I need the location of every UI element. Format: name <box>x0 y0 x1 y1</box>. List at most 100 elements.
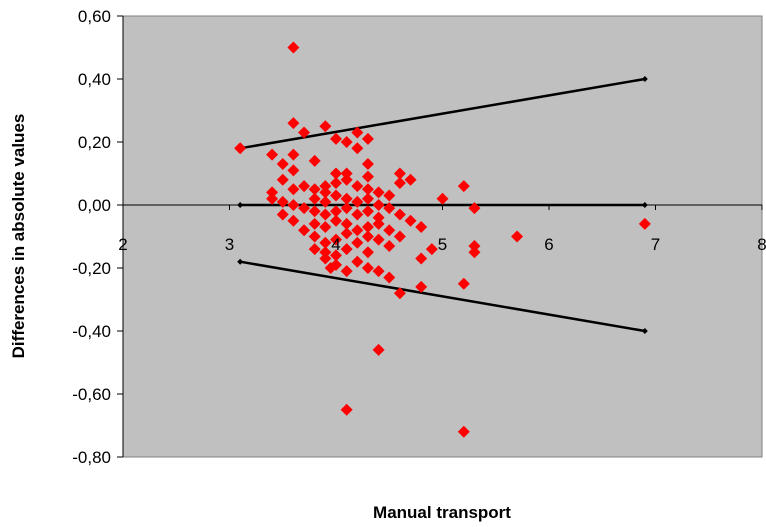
data-point <box>393 167 406 180</box>
data-point <box>361 192 374 205</box>
data-point <box>324 262 337 274</box>
data-point <box>383 224 396 237</box>
data-point <box>404 214 417 227</box>
data-point <box>361 183 374 196</box>
data-point <box>276 208 289 221</box>
data-point <box>351 255 364 268</box>
data-point <box>330 249 342 262</box>
data-point <box>415 221 428 234</box>
mean-marker <box>641 202 648 208</box>
data-point <box>308 183 321 196</box>
data-point <box>308 205 321 218</box>
data-point <box>383 189 396 202</box>
y-tick-label: 0,00 <box>78 196 111 215</box>
data-point <box>319 180 332 193</box>
data-point <box>383 202 396 215</box>
y-tick-label: -0,80 <box>72 448 111 467</box>
x-tick-label: 5 <box>438 235 447 254</box>
data-point <box>276 195 289 208</box>
data-point <box>393 287 406 300</box>
data-point <box>319 186 332 199</box>
data-point <box>468 202 481 215</box>
data-point <box>457 180 470 193</box>
data-point <box>340 243 353 256</box>
x-tick-label: 4 <box>331 235 340 254</box>
data-point <box>468 239 481 252</box>
data-point <box>308 217 321 230</box>
data-point <box>330 167 342 180</box>
lower-limit-marker <box>237 258 244 265</box>
data-point <box>372 211 385 224</box>
data-point <box>319 208 332 221</box>
y-tick-label: 0,20 <box>78 133 111 152</box>
data-point <box>468 246 481 259</box>
data-point <box>351 224 364 237</box>
data-point <box>340 173 353 186</box>
data-point <box>351 180 364 193</box>
data-point <box>361 132 374 145</box>
data-point <box>415 252 428 265</box>
data-point <box>511 230 524 243</box>
x-tick-label: 8 <box>757 235 766 254</box>
data-point <box>340 167 353 180</box>
data-point <box>383 239 396 252</box>
y-axis-title: Differences in absolute values <box>9 114 28 359</box>
data-point <box>415 280 428 293</box>
data-point <box>298 180 311 193</box>
x-tick-label: 2 <box>118 235 127 254</box>
data-point <box>266 186 279 199</box>
data-point <box>372 199 385 211</box>
data-point <box>638 217 651 230</box>
data-point <box>308 230 321 243</box>
data-point <box>361 230 374 243</box>
data-point <box>372 217 385 230</box>
x-tick-label: 6 <box>544 235 553 254</box>
x-axis-title: Manual transport <box>373 503 511 522</box>
y-tick-label: -0,20 <box>72 259 111 278</box>
data-point <box>266 148 279 161</box>
upper-limit-marker <box>641 76 648 82</box>
data-point <box>425 243 438 256</box>
data-point <box>298 126 311 139</box>
data-point <box>361 246 374 259</box>
data-point <box>351 208 364 221</box>
data-point <box>319 252 332 265</box>
data-point <box>234 142 247 155</box>
data-point <box>330 132 342 145</box>
data-point <box>361 221 374 234</box>
x-tick-label: 7 <box>651 235 660 254</box>
data-point <box>319 195 332 208</box>
data-point <box>340 403 353 416</box>
data-point <box>372 186 385 199</box>
data-point <box>372 343 385 356</box>
data-point <box>404 173 417 186</box>
data-point <box>393 208 406 221</box>
data-point <box>351 195 364 208</box>
plot-area <box>122 15 763 458</box>
data-point <box>276 158 289 171</box>
data-point <box>287 214 300 227</box>
lower-limit-marker <box>641 328 648 334</box>
data-point <box>308 154 321 167</box>
data-point <box>308 243 321 256</box>
data-point <box>351 142 364 155</box>
data-point <box>287 199 300 211</box>
data-point <box>340 192 353 205</box>
data-point <box>340 265 353 278</box>
data-point <box>361 262 374 274</box>
data-point <box>319 236 332 249</box>
lower-limit-line <box>239 260 646 333</box>
data-point <box>319 221 332 234</box>
data-point <box>340 136 353 148</box>
data-point <box>330 214 342 227</box>
x-tick-label: 3 <box>225 235 234 254</box>
data-point <box>340 217 353 230</box>
data-point <box>457 277 470 290</box>
data-point <box>361 158 374 171</box>
data-point <box>361 170 374 183</box>
data-point <box>340 227 353 240</box>
data-point <box>308 192 321 205</box>
data-point <box>319 120 332 133</box>
data-point <box>372 265 385 278</box>
